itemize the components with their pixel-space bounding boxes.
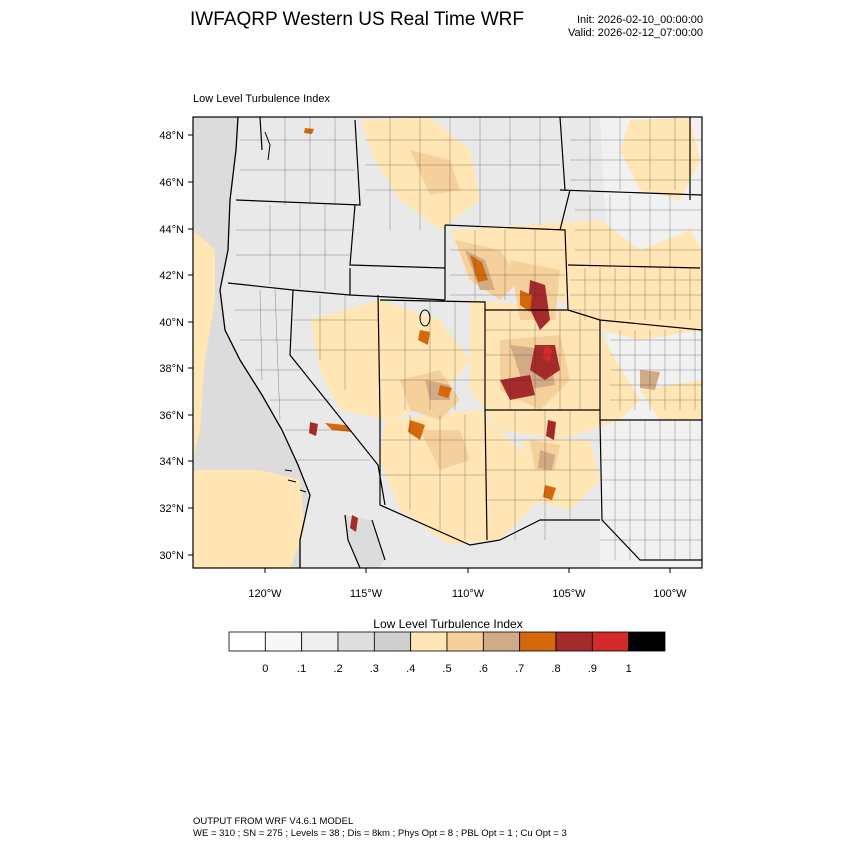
colorbar-label: .3 xyxy=(369,663,379,675)
map-area xyxy=(193,117,702,568)
colorbar-swatch xyxy=(228,631,266,652)
lat-label: 44°N xyxy=(159,224,184,236)
gulf-coastline xyxy=(344,514,386,568)
lon-label: 100°W xyxy=(653,588,687,600)
colorbar-label: .6 xyxy=(478,663,488,675)
lat-label: 36°N xyxy=(159,410,184,422)
lon-label: 120°W xyxy=(248,588,282,600)
panel-title: Low Level Turbulence Index xyxy=(193,93,330,105)
lon-label: 115°W xyxy=(350,588,383,600)
colorbar-label: .5 xyxy=(442,663,452,675)
lon-ticks xyxy=(264,568,671,573)
colorbar-label: .9 xyxy=(587,663,597,675)
colorbar-label: 1 xyxy=(625,663,632,675)
map-frame xyxy=(192,116,703,569)
county-lines xyxy=(235,117,702,560)
colorbar-label: .4 xyxy=(406,663,416,675)
pacific-ocean xyxy=(193,117,310,568)
colorbar-swatch xyxy=(446,631,484,652)
lon-label: 110°W xyxy=(452,588,485,600)
colorbar-swatch xyxy=(301,631,339,652)
lat-label: 32°N xyxy=(159,503,184,515)
colorbar-label: .8 xyxy=(551,663,561,675)
model-info: OUTPUT FROM WRF V4.6.1 MODEL xyxy=(193,816,354,827)
plains-region xyxy=(600,117,702,568)
colorbar-swatch xyxy=(555,631,593,652)
colorbar-swatch xyxy=(410,631,448,652)
colorbar-swatch xyxy=(628,631,666,652)
colorbar-swatch xyxy=(337,631,375,652)
colorbar-swatch xyxy=(519,631,557,652)
turbulence-peaks xyxy=(304,128,560,532)
valid-time: Valid: 2026-02-12_07:00:00 xyxy=(568,27,703,39)
colorbar-swatch xyxy=(591,631,630,652)
lat-label: 40°N xyxy=(159,317,184,329)
colorbar-label: .2 xyxy=(333,663,343,675)
lat-ticks xyxy=(188,134,193,556)
chart-title: IWFAQRP Western US Real Time WRF xyxy=(190,9,524,30)
lat-label: 38°N xyxy=(159,363,184,375)
colorbar xyxy=(228,631,666,652)
lat-label: 46°N xyxy=(159,177,184,189)
coastline xyxy=(219,117,311,568)
lon-label: 105°W xyxy=(552,588,586,600)
lakes-islands xyxy=(264,131,431,493)
lat-label: 30°N xyxy=(159,550,184,562)
colorbar-swatch xyxy=(373,631,412,652)
colorbar-swatch xyxy=(482,631,521,652)
init-time: Init: 2026-02-10_00:00:00 xyxy=(577,14,703,26)
colorbar-label: .1 xyxy=(297,663,307,675)
lat-label: 34°N xyxy=(159,456,184,468)
colorbar-title: Low Level Turbulence Index xyxy=(373,617,523,631)
colorbar-label: .7 xyxy=(515,663,525,675)
lat-label: 42°N xyxy=(159,270,184,282)
model-config: WE = 310 ; SN = 275 ; Levels = 38 ; Dis … xyxy=(193,828,567,839)
colorbar-swatch xyxy=(264,631,303,652)
colorbar-label: 0 xyxy=(262,663,269,675)
lat-label: 48°N xyxy=(159,130,184,142)
